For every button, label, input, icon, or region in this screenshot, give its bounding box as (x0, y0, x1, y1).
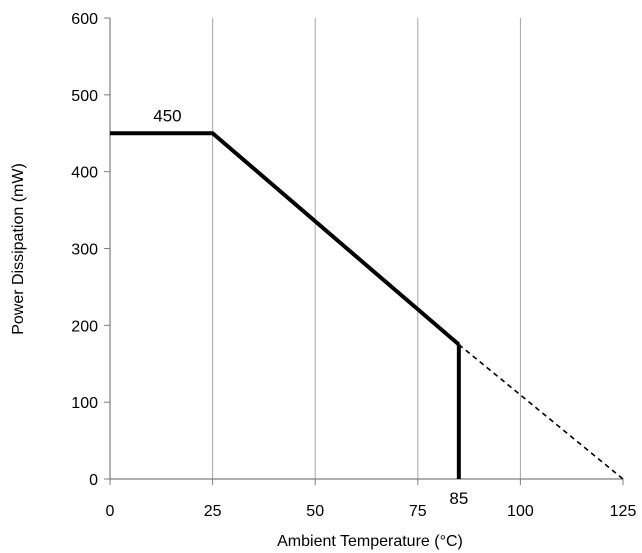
y-tick-label-0: 0 (89, 472, 98, 489)
series-lines (110, 131, 624, 480)
x-tick-label-50: 50 (306, 503, 324, 520)
y-tick-label-600: 600 (71, 11, 98, 28)
y-tick-label-100: 100 (71, 395, 98, 412)
annotation-450: 450 (153, 106, 181, 125)
x-tick-labels: 0 25 50 75 100 125 (106, 479, 637, 520)
annotations: 450 85 (153, 106, 468, 508)
x-tick-label-25: 25 (204, 503, 222, 520)
y-tick-labels: 0 100 200 300 400 500 600 (71, 11, 110, 489)
annotation-85: 85 (449, 489, 468, 508)
grid-lines (212, 18, 521, 479)
x-tick-label-100: 100 (507, 503, 534, 520)
x-tick-label-0: 0 (106, 503, 115, 520)
y-tick-label-500: 500 (71, 88, 98, 105)
series-line-0 (110, 131, 461, 347)
x-axis-title: Ambient Temperature (°C) (277, 533, 463, 550)
series-line-2 (458, 343, 624, 480)
x-tick-label-125: 125 (610, 503, 637, 520)
x-tick-label-75: 75 (409, 503, 427, 520)
plot-frame (109, 18, 623, 480)
y-tick-label-300: 300 (71, 242, 98, 259)
y-axis-title: Power Dissipation (mW) (10, 163, 27, 335)
y-tick-label-200: 200 (71, 318, 98, 335)
y-tick-label-400: 400 (71, 165, 98, 182)
